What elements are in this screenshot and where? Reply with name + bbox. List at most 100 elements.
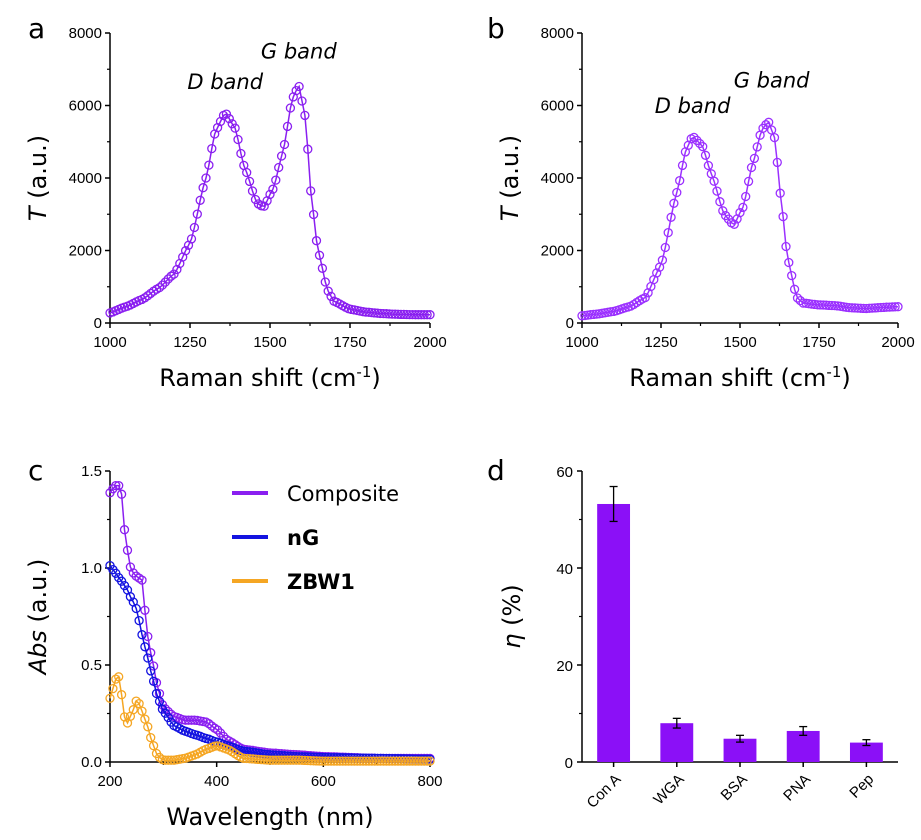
panel-b-x-axis-label: Raman shift (cm-1) [629, 363, 851, 392]
panel-c-data-point [329, 756, 339, 766]
panel-b-ytick-label: 8000 [541, 25, 574, 42]
panel-a-data-point [367, 307, 377, 318]
panel-c-data-point [137, 630, 147, 640]
panel-c-data-point [375, 756, 386, 766]
panel-a-data-point [172, 264, 182, 275]
panel-c-data-point [271, 755, 281, 765]
panel-d-y-axis-label: η (%) [498, 584, 526, 648]
bar-PNA [786, 730, 820, 762]
panel-c-data-point [355, 756, 365, 766]
panel-c-data-point [407, 756, 418, 766]
bar-WGA [660, 723, 694, 762]
panel-b-data-point [887, 302, 897, 312]
panel-c-data-point [282, 755, 293, 765]
panel-d-ytick-label: 60 [556, 464, 573, 481]
panel-c-data-point [137, 575, 147, 585]
panel-c-data-point [265, 750, 275, 760]
panel-a-data-point [361, 307, 371, 317]
panel-c-data-point [140, 714, 150, 724]
panel-c-data-point [253, 754, 264, 765]
panel-a-data-point [140, 293, 150, 303]
panel-c-data-point [210, 741, 220, 751]
panel-b-xtick-label: 1750 [802, 334, 835, 351]
panel-b-data-point [795, 295, 805, 306]
panel-a-data-point [143, 291, 153, 301]
panel-c-data-point [288, 755, 298, 765]
panel-c-data-point [338, 756, 348, 766]
panel-c-x-axis-label: Wavelength (nm) [166, 803, 373, 831]
panel-a-data-point [207, 143, 217, 154]
panel-a-ytick-label: 0 [94, 315, 102, 332]
legend-label-Composite: Composite [287, 482, 399, 506]
panel-c-data-point [105, 693, 115, 703]
panel-c-data-point [364, 756, 374, 766]
panel-c-data-point [372, 753, 383, 764]
panel-b-data-point [847, 303, 857, 313]
panel-a-data-point [195, 195, 205, 205]
panel-c-data-point [419, 756, 429, 766]
panel-c-data-point [358, 753, 368, 763]
panel-c-data-point [390, 756, 400, 766]
panel-a-annotation: D band [187, 70, 263, 94]
panel-c-data-point [367, 753, 377, 763]
panel-b-data-point [784, 257, 794, 268]
panel-b-annotation: D band [655, 94, 731, 118]
panel-c-data-point [116, 690, 127, 700]
panel-c-data-point [154, 752, 165, 763]
panel-c-data-point [375, 753, 386, 764]
panel-a-data-point [402, 309, 412, 320]
panel-b-data-point [652, 268, 662, 278]
panel-a-data-point [381, 309, 392, 319]
panel-c-xtick-label: 800 [417, 773, 442, 790]
panel-a-data-point [236, 148, 246, 159]
panel-c-data-point [422, 756, 432, 766]
panel-a-data-point [157, 280, 168, 290]
panel-c-data-point [268, 755, 278, 765]
panel-c-data-point [396, 756, 406, 766]
panel-c-xtick-label: 200 [97, 773, 122, 790]
panel-b-data-point [798, 298, 808, 308]
panel-c-data-point [256, 754, 266, 765]
panel-a-data-point [276, 151, 287, 161]
panel-c-series-line-nG [109, 565, 431, 761]
panel-c-data-point [314, 756, 325, 766]
panel-c-data-point [166, 755, 176, 765]
panel-c-ytick-label: 0.5 [81, 657, 102, 674]
panel-c-data-point [306, 756, 316, 766]
panel-a-data-point [372, 308, 383, 318]
panel-c-data-point [111, 674, 121, 684]
panel-a-xtick-label: 1250 [173, 334, 206, 351]
panel-b-series-line [581, 121, 899, 317]
panel-a-data-point [247, 186, 258, 196]
panel-d-ytick-label: 40 [556, 561, 573, 578]
panel-a-data-point [271, 175, 281, 185]
panel-a-y-axis-label: T (a.u.) [24, 135, 52, 221]
panel-c-data-point [143, 631, 153, 642]
panel-c-data-point [212, 725, 223, 735]
panel-b-data-point [815, 300, 826, 310]
panel-d-ytick-label: 0 [565, 755, 573, 772]
panel-b-data-point [741, 191, 751, 202]
panel-a-data-point [294, 81, 304, 92]
panel-c-data-point [154, 696, 165, 707]
legend-label-ZBW1: ZBW1 [287, 570, 355, 594]
panel-a-data-point [163, 274, 173, 284]
panel-b-data-point [692, 135, 702, 146]
panel-c-data-point [364, 753, 374, 763]
panel-b-data-point [743, 176, 754, 187]
panel-a-data-point [169, 269, 179, 279]
panel-c-data-point [128, 705, 138, 715]
panel-b-data-point [772, 157, 782, 168]
panel-b-data-point [700, 150, 711, 160]
panel-c-data-point [367, 756, 377, 766]
panel-a-data-point [282, 121, 293, 132]
panel-c-data-point [143, 722, 153, 732]
panel-a-data-point [390, 309, 400, 319]
panel-b-data-point [792, 293, 803, 303]
panel-b-ytick-label: 4000 [541, 170, 574, 187]
panel-a-annotation: G band [261, 39, 337, 63]
panel-c-data-point [311, 756, 322, 766]
panel-c-data-point [116, 489, 127, 499]
panel-c-data-point [276, 755, 287, 765]
